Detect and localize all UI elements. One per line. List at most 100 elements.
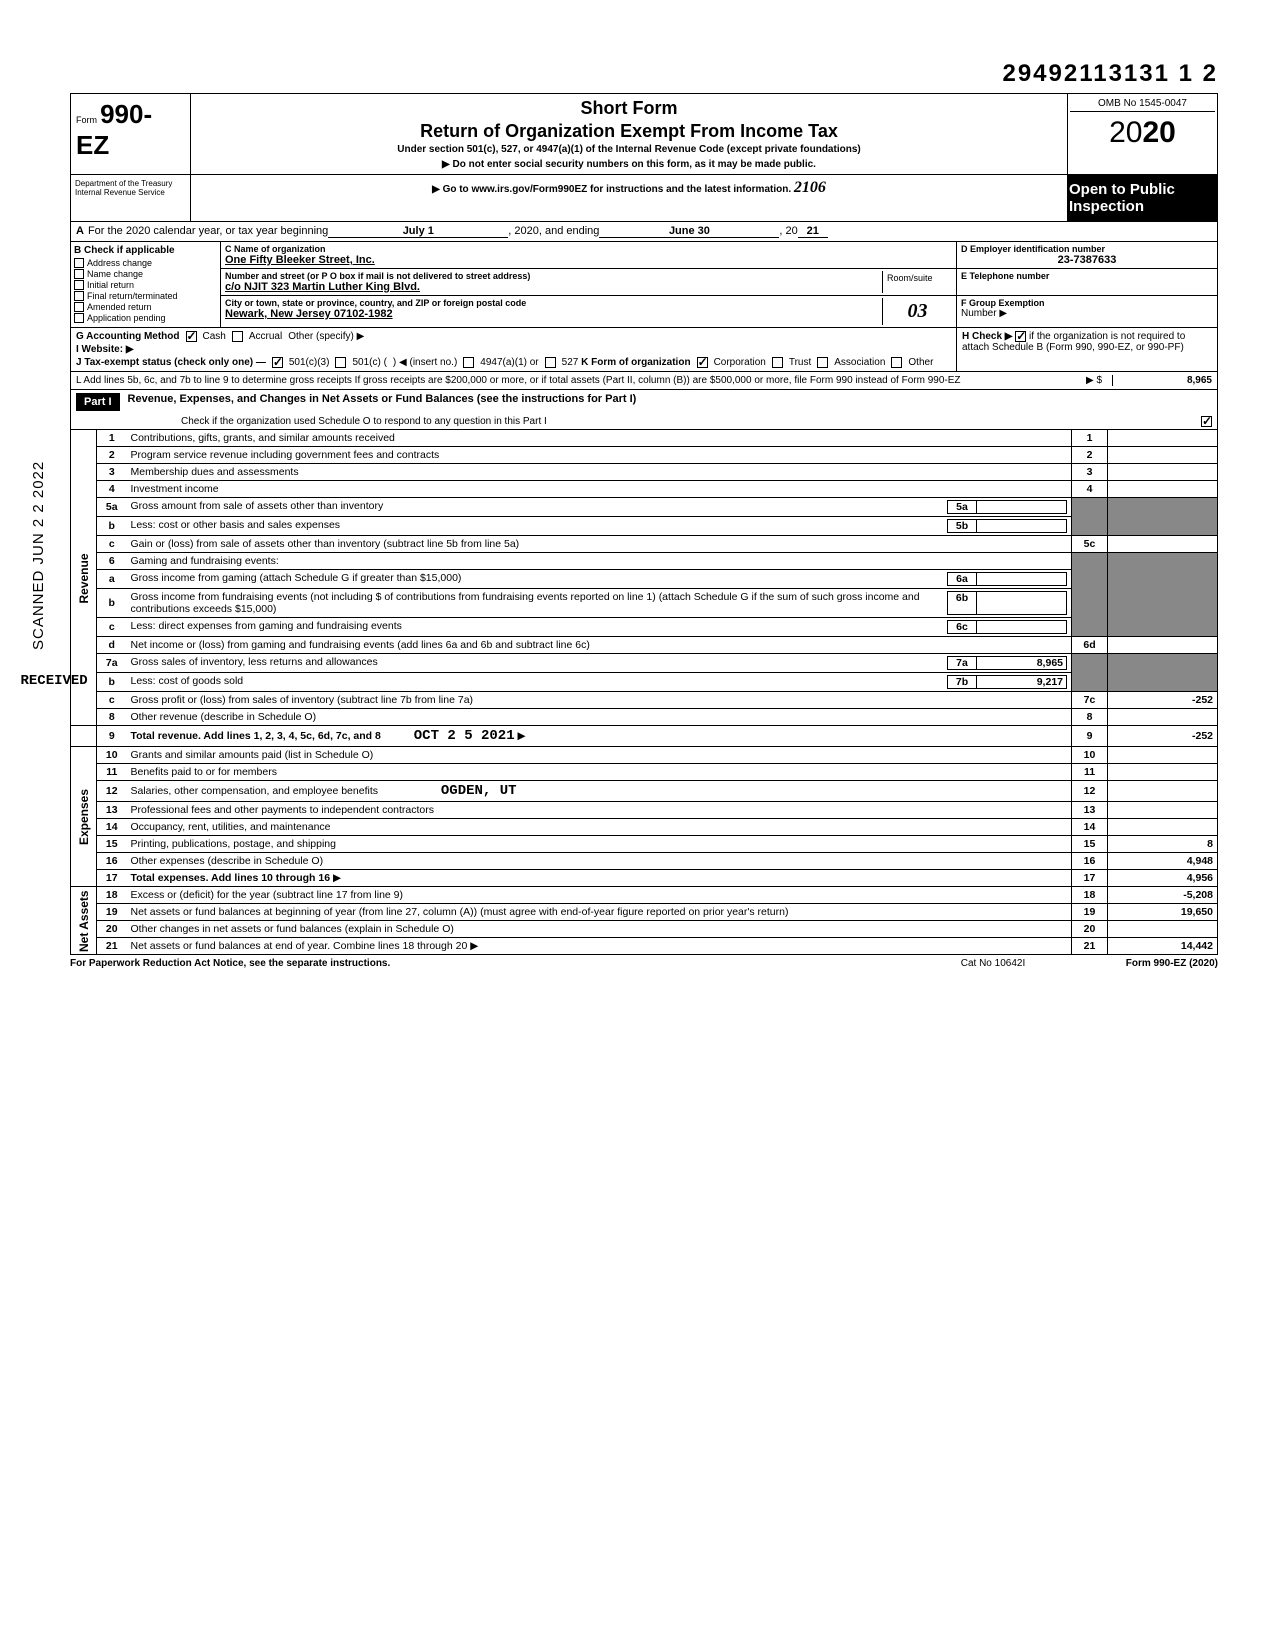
col-c: C Name of organization One Fifty Bleeker…: [221, 242, 957, 327]
cb-527[interactable]: [545, 357, 556, 368]
l12d: Salaries, other compensation, and employ…: [131, 785, 378, 797]
l13d: Professional fees and other payments to …: [127, 802, 1072, 819]
c-val3: Newark, New Jersey 07102-1982: [225, 308, 882, 320]
l1d: Contributions, gifts, grants, and simila…: [127, 430, 1072, 447]
c-lbl2: Number and street (or P O box if mail is…: [225, 271, 882, 281]
k2: Trust: [789, 357, 811, 368]
room-lbl: Room/suite: [887, 273, 948, 283]
stamp-ogden: OGDEN, UT: [441, 783, 517, 799]
j3: 4947(a)(1) or: [480, 357, 538, 368]
room-val: 03: [882, 298, 952, 325]
g-lbl: G Accounting Method: [76, 331, 180, 342]
cb-cash[interactable]: [186, 331, 197, 342]
e-lbl: E Telephone number: [961, 271, 1213, 281]
l19v: 19,650: [1108, 904, 1218, 921]
a-text: For the 2020 calendar year, or tax year …: [88, 225, 328, 238]
l7bv: 9,217: [977, 675, 1067, 689]
l14v: [1108, 819, 1218, 836]
cb-trust[interactable]: [772, 357, 783, 368]
l2v: [1108, 447, 1218, 464]
l6dv: [1108, 637, 1218, 654]
footer-c: Cat No 10642I: [918, 958, 1068, 969]
cb-initial[interactable]: [74, 280, 84, 290]
stamp-date: OCT 2 5 2021: [414, 728, 515, 744]
l6ad: Gross income from gaming (attach Schedul…: [131, 572, 944, 586]
l-txt: L Add lines 5b, 6c, and 7b to line 9 to …: [76, 375, 1076, 386]
l6cd: Less: direct expenses from gaming and fu…: [131, 620, 944, 634]
l1v: [1108, 430, 1218, 447]
l5ad: Gross amount from sale of assets other t…: [131, 500, 944, 514]
d-ein: D Employer identification number 23-7387…: [957, 242, 1217, 269]
cb-501c[interactable]: [335, 357, 346, 368]
stamp-recv: RECEIVED: [21, 673, 88, 689]
l18d: Excess or (deficit) for the year (subtra…: [127, 887, 1072, 904]
cb-corp[interactable]: [697, 357, 708, 368]
l20v: [1108, 921, 1218, 938]
cb-other-k[interactable]: [891, 357, 902, 368]
cb-assoc[interactable]: [817, 357, 828, 368]
b5: Application pending: [87, 313, 166, 323]
l6bv: [977, 591, 1067, 615]
cb-amended[interactable]: [74, 302, 84, 312]
c-lbl1: C Name of organization: [225, 244, 952, 254]
b0: Address change: [87, 258, 152, 268]
l6av: [977, 572, 1067, 586]
c-street: Number and street (or P O box if mail is…: [221, 269, 956, 296]
a-label: A: [76, 225, 84, 238]
cb-4947[interactable]: [463, 357, 474, 368]
short-form: Short Form: [199, 98, 1059, 119]
d-group: F Group Exemption Number ▶: [957, 296, 1217, 321]
open1: Open to Public: [1069, 181, 1215, 198]
b2: Initial return: [87, 280, 134, 290]
l9d: Total revenue. Add lines 1, 2, 3, 4, 5c,…: [131, 730, 381, 742]
part1-check: Check if the organization used Schedule …: [181, 416, 1201, 427]
col-d: D Employer identification number 23-7387…: [957, 242, 1217, 327]
warn2: ▶ Go to www.irs.gov/Form990EZ for instru…: [432, 184, 791, 195]
l3v: [1108, 464, 1218, 481]
l10v: [1108, 747, 1218, 764]
footer-l: For Paperwork Reduction Act Notice, see …: [70, 958, 918, 969]
l5bv: [977, 519, 1067, 533]
cb-name[interactable]: [74, 269, 84, 279]
l-sym: ▶ $: [1076, 375, 1112, 386]
cb-accrual[interactable]: [232, 331, 243, 342]
l19d: Net assets or fund balances at beginning…: [127, 904, 1072, 921]
l5cv: [1108, 536, 1218, 553]
a-mid: , 2020, and ending: [508, 225, 599, 238]
l7cd: Gross profit or (loss) from sales of inv…: [127, 692, 1072, 709]
cb-final[interactable]: [74, 291, 84, 301]
cash: Cash: [203, 331, 226, 342]
l16v: 4,948: [1108, 853, 1218, 870]
h-lbl: H Check ▶: [962, 331, 1012, 342]
f-num: Number ▶: [961, 308, 1213, 319]
cb-address[interactable]: [74, 258, 84, 268]
l15v: 8: [1108, 836, 1218, 853]
l6bd: Gross income from fundraising events (no…: [131, 591, 944, 615]
b3: Final return/terminated: [87, 291, 178, 301]
l4d: Investment income: [127, 481, 1072, 498]
cb-501c3[interactable]: [272, 357, 283, 368]
k3: Association: [834, 357, 885, 368]
cb-h[interactable]: [1015, 331, 1026, 342]
g-right: H Check ▶ if the organization is not req…: [957, 328, 1217, 371]
part1-title: Revenue, Expenses, and Changes in Net As…: [120, 393, 1212, 411]
cb-pending[interactable]: [74, 313, 84, 323]
form-prefix: Form: [76, 115, 97, 125]
header: Form 990-EZ Short Form Return of Organiz…: [70, 93, 1218, 175]
l12v: [1108, 781, 1218, 802]
year-cell: OMB No 1545-0047 2020: [1067, 94, 1217, 174]
row-a: A For the 2020 calendar year, or tax yea…: [70, 222, 1218, 242]
c-lbl3: City or town, state or province, country…: [225, 298, 882, 308]
l15d: Printing, publications, postage, and shi…: [127, 836, 1072, 853]
open2: Inspection: [1069, 198, 1215, 215]
l2d: Program service revenue including govern…: [127, 447, 1072, 464]
cb-part1-o[interactable]: [1201, 416, 1212, 427]
l5av: [977, 500, 1067, 514]
l17v: 4,956: [1108, 870, 1218, 887]
j1: 501(c)(3): [289, 357, 330, 368]
part1-row: Part I Revenue, Expenses, and Changes in…: [70, 390, 1218, 430]
c-name: C Name of organization One Fifty Bleeker…: [221, 242, 956, 269]
year-bold: 20: [1143, 116, 1176, 149]
b1: Name change: [87, 269, 143, 279]
k1: Corporation: [714, 357, 766, 368]
